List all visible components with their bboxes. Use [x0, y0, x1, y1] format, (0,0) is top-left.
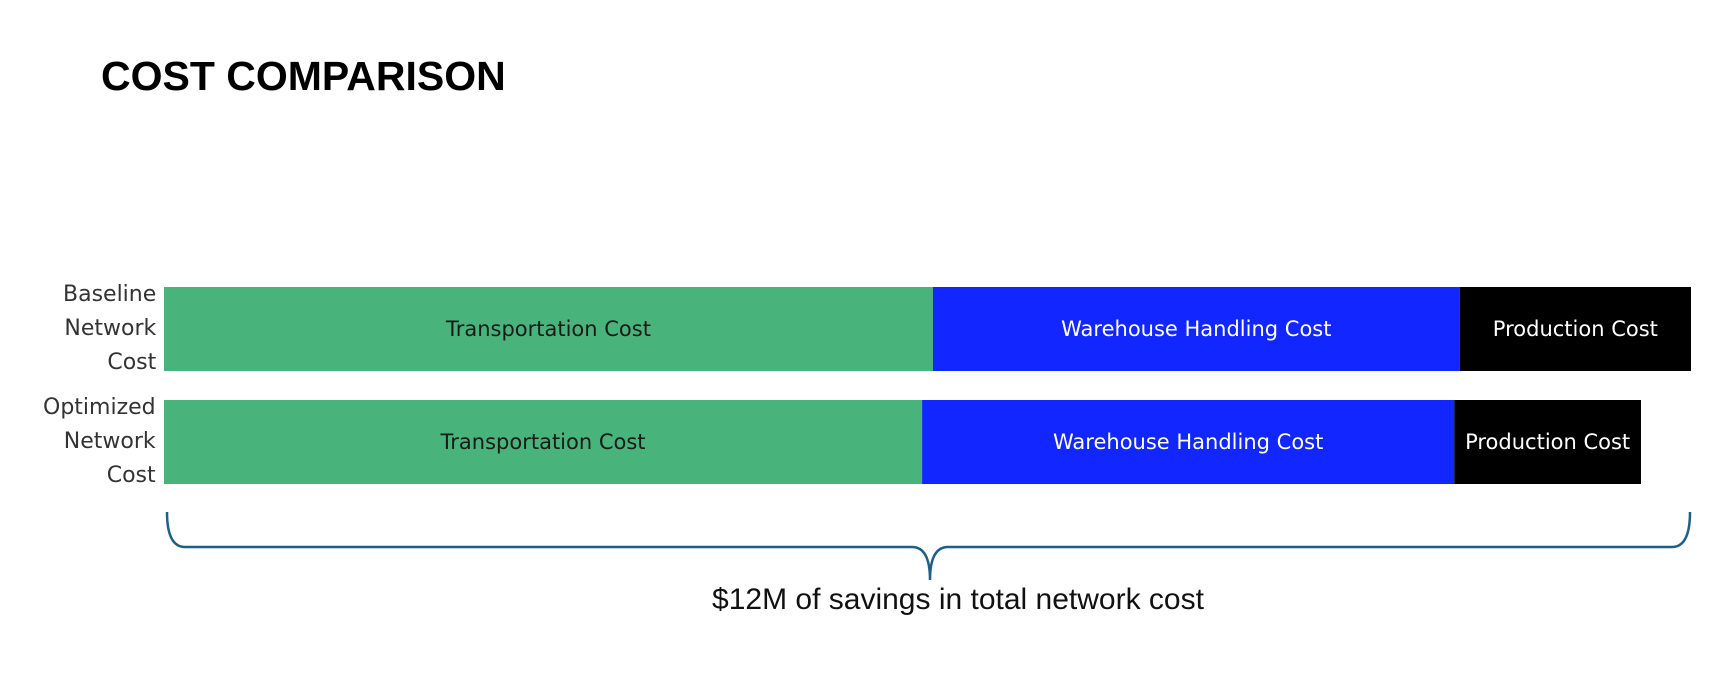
segment-label: Transportation Cost	[445, 317, 651, 341]
chart-title: COST COMPARISON	[101, 53, 506, 99]
bar-segment	[164, 400, 923, 484]
segment-label: Production Cost	[1465, 430, 1630, 454]
segment-label: Warehouse Handling Cost	[1061, 317, 1331, 341]
segment-label: Transportation Cost	[440, 430, 646, 454]
category-label: Optimized Network Cost	[43, 395, 156, 488]
category-label: Baseline Network Cost	[63, 282, 157, 375]
brace	[165, 511, 1692, 581]
segment-label: Production Cost	[1493, 317, 1658, 341]
bar-segment	[1454, 400, 1641, 484]
bar-segment	[922, 400, 1455, 484]
bar-segment	[164, 287, 933, 371]
bar-segment	[932, 287, 1460, 371]
annotation: $12M of savings in total network cost	[712, 583, 1205, 616]
segment-label: Warehouse Handling Cost	[1053, 430, 1323, 454]
bar-segment	[1459, 287, 1691, 371]
